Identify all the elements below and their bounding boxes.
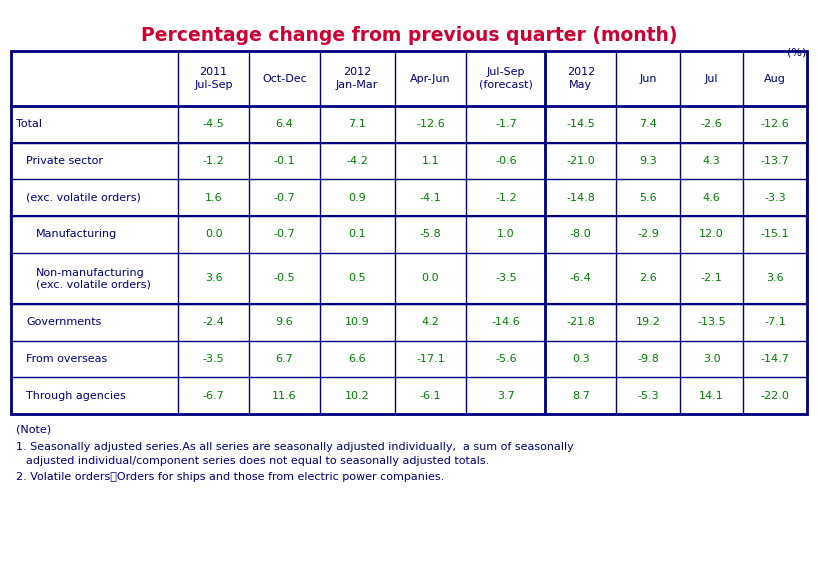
- Text: -6.7: -6.7: [203, 391, 224, 401]
- Text: 6.6: 6.6: [348, 354, 366, 364]
- Text: 19.2: 19.2: [636, 318, 660, 327]
- Text: -1.2: -1.2: [495, 193, 517, 203]
- Text: 2012
Jan-Mar: 2012 Jan-Mar: [336, 67, 379, 90]
- Text: 1.1: 1.1: [422, 156, 439, 166]
- Text: -2.4: -2.4: [203, 318, 224, 327]
- Text: -3.5: -3.5: [495, 273, 517, 283]
- Text: (%): (%): [787, 47, 806, 57]
- Text: -3.5: -3.5: [203, 354, 224, 364]
- Text: -4.5: -4.5: [203, 119, 224, 129]
- Text: 0.9: 0.9: [348, 193, 366, 203]
- Text: Percentage change from previous quarter (month): Percentage change from previous quarter …: [141, 26, 677, 45]
- Text: Oct-Dec: Oct-Dec: [262, 73, 307, 84]
- Text: -5.8: -5.8: [420, 229, 442, 239]
- Text: Apr-Jun: Apr-Jun: [411, 73, 451, 84]
- Text: 5.6: 5.6: [639, 193, 657, 203]
- Text: 10.2: 10.2: [345, 391, 370, 401]
- Text: -2.9: -2.9: [637, 229, 659, 239]
- Text: -6.1: -6.1: [420, 391, 442, 401]
- Text: 3.6: 3.6: [766, 273, 784, 283]
- Text: -14.8: -14.8: [566, 193, 596, 203]
- Text: 0.1: 0.1: [348, 229, 366, 239]
- Text: -2.1: -2.1: [701, 273, 722, 283]
- Text: -5.6: -5.6: [495, 354, 517, 364]
- Text: 2.6: 2.6: [639, 273, 657, 283]
- Text: -0.6: -0.6: [495, 156, 517, 166]
- Text: Non-manufacturing
(exc. volatile orders): Non-manufacturing (exc. volatile orders): [36, 267, 151, 289]
- Text: -14.7: -14.7: [761, 354, 789, 364]
- Text: 12.0: 12.0: [699, 229, 724, 239]
- Text: -14.6: -14.6: [492, 318, 520, 327]
- Text: -21.0: -21.0: [566, 156, 596, 166]
- Text: -4.1: -4.1: [420, 193, 442, 203]
- Text: Governments: Governments: [26, 318, 101, 327]
- Text: Jul: Jul: [705, 73, 718, 84]
- Text: 9.3: 9.3: [639, 156, 657, 166]
- Text: adjusted individual/component series does not equal to seasonally adjusted total: adjusted individual/component series doe…: [26, 456, 489, 466]
- Text: 0.5: 0.5: [348, 273, 366, 283]
- Text: -15.1: -15.1: [761, 229, 789, 239]
- Text: (Note): (Note): [16, 424, 51, 434]
- Bar: [11, 51, 807, 414]
- Text: 1. Seasonally adjusted series.As all series are seasonally adjusted individually: 1. Seasonally adjusted series.As all ser…: [16, 442, 573, 452]
- Text: -12.6: -12.6: [416, 119, 445, 129]
- Text: 4.3: 4.3: [703, 156, 721, 166]
- Text: -9.8: -9.8: [637, 354, 659, 364]
- Text: 4.6: 4.6: [703, 193, 721, 203]
- Text: 14.1: 14.1: [699, 391, 724, 401]
- Text: -0.5: -0.5: [273, 273, 295, 283]
- Text: -6.4: -6.4: [570, 273, 591, 283]
- Text: 10.9: 10.9: [345, 318, 370, 327]
- Text: Through agencies: Through agencies: [26, 391, 126, 401]
- Text: -0.7: -0.7: [273, 229, 295, 239]
- Text: 11.6: 11.6: [272, 391, 297, 401]
- Text: -12.6: -12.6: [761, 119, 789, 129]
- Text: 7.1: 7.1: [348, 119, 366, 129]
- Text: Jun: Jun: [639, 73, 657, 84]
- Text: 4.2: 4.2: [421, 318, 439, 327]
- Text: 8.7: 8.7: [572, 391, 590, 401]
- Text: 0.0: 0.0: [204, 229, 222, 239]
- Text: -7.1: -7.1: [764, 318, 786, 327]
- Text: Aug: Aug: [764, 73, 786, 84]
- Text: -17.1: -17.1: [416, 354, 445, 364]
- Text: Private sector: Private sector: [26, 156, 103, 166]
- Text: 0.0: 0.0: [422, 273, 439, 283]
- Text: -3.3: -3.3: [764, 193, 786, 203]
- Text: -1.2: -1.2: [203, 156, 224, 166]
- Text: 2. Volatile orders：Orders for ships and those from electric power companies.: 2. Volatile orders：Orders for ships and …: [16, 472, 444, 482]
- Text: 1.6: 1.6: [204, 193, 222, 203]
- Text: 2012
May: 2012 May: [567, 67, 595, 90]
- Text: 1.0: 1.0: [497, 229, 515, 239]
- Text: (exc. volatile orders): (exc. volatile orders): [26, 193, 141, 203]
- Text: -5.3: -5.3: [637, 391, 658, 401]
- Bar: [11, 216, 807, 304]
- Text: 3.7: 3.7: [497, 391, 515, 401]
- Text: 3.6: 3.6: [204, 273, 222, 283]
- Text: 2011
Jul-Sep: 2011 Jul-Sep: [195, 67, 233, 90]
- Text: -2.6: -2.6: [701, 119, 722, 129]
- Text: 6.7: 6.7: [276, 354, 293, 364]
- Text: -8.0: -8.0: [570, 229, 591, 239]
- Text: Jul-Sep
(forecast): Jul-Sep (forecast): [479, 67, 533, 90]
- Text: -21.8: -21.8: [566, 318, 596, 327]
- Text: Manufacturing: Manufacturing: [36, 229, 117, 239]
- Text: 9.6: 9.6: [276, 318, 293, 327]
- Text: -22.0: -22.0: [761, 391, 789, 401]
- Text: -14.5: -14.5: [566, 119, 596, 129]
- Text: 0.3: 0.3: [572, 354, 590, 364]
- Text: -1.7: -1.7: [495, 119, 517, 129]
- Text: -0.1: -0.1: [273, 156, 295, 166]
- Text: Total: Total: [16, 119, 42, 129]
- Bar: [11, 143, 807, 304]
- Text: 7.4: 7.4: [639, 119, 657, 129]
- Text: -13.7: -13.7: [761, 156, 789, 166]
- Text: From overseas: From overseas: [26, 354, 107, 364]
- Text: -0.7: -0.7: [273, 193, 295, 203]
- Text: 3.0: 3.0: [703, 354, 721, 364]
- Text: 6.4: 6.4: [276, 119, 293, 129]
- Text: -4.2: -4.2: [346, 156, 368, 166]
- Text: -13.5: -13.5: [697, 318, 726, 327]
